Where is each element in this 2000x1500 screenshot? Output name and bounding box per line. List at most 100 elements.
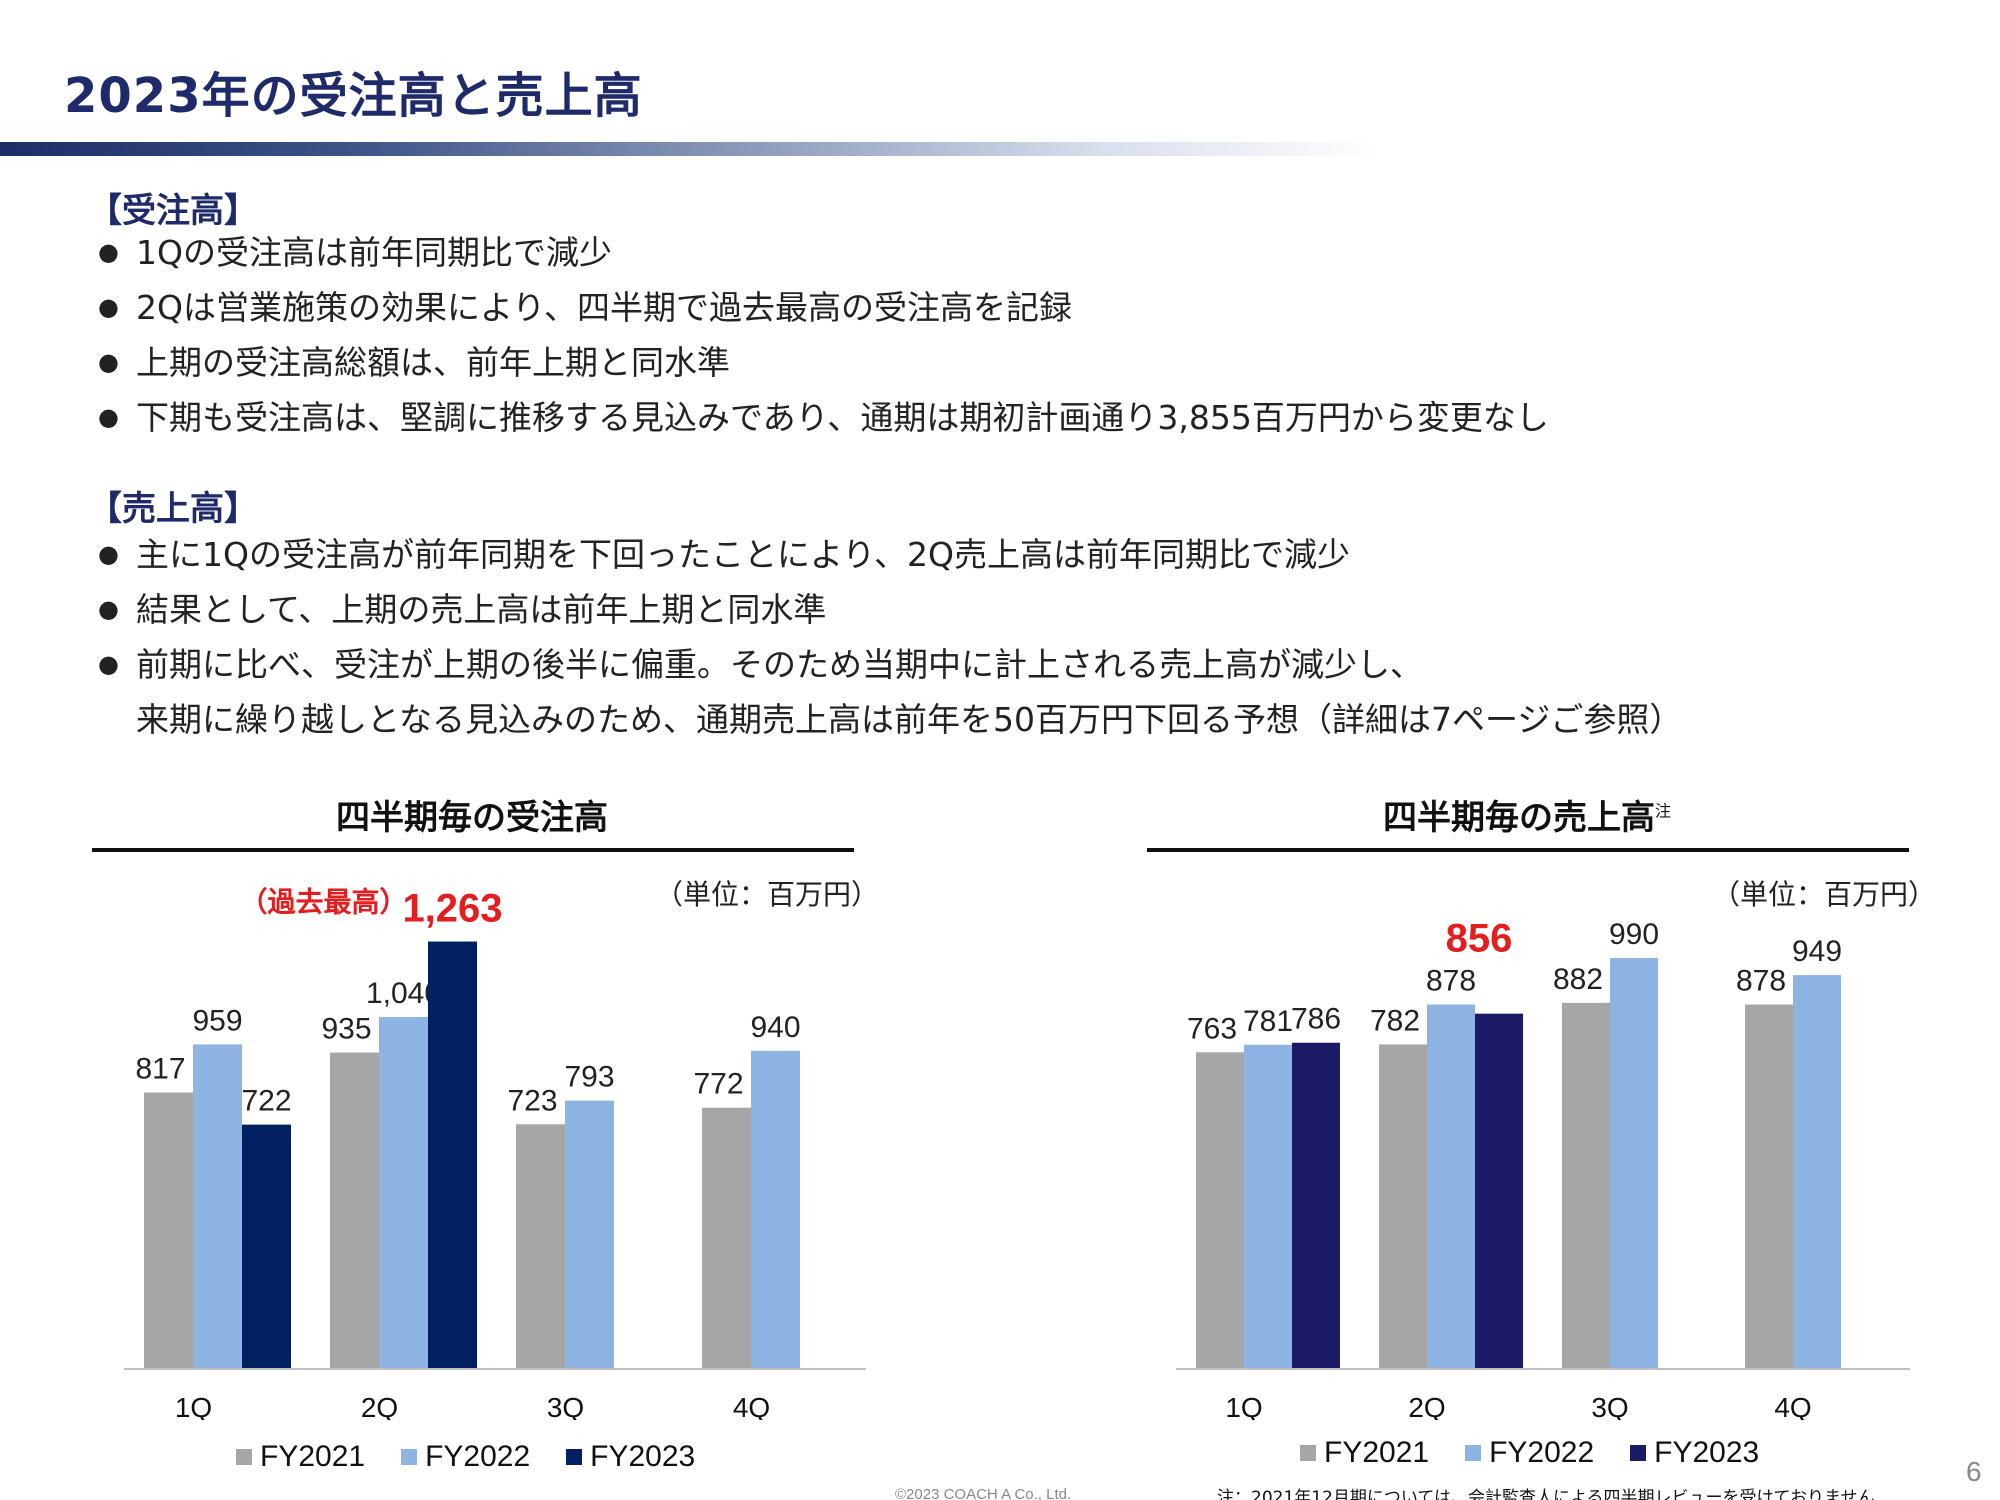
category-label-2q: 2Q xyxy=(1408,1392,1445,1420)
legend-label: FY2022 xyxy=(425,1440,531,1473)
bullet-dot-icon: ● xyxy=(98,348,119,376)
bullet-item: ● 下期も受注高は、堅調に推移する見込みであり、通期は期初計画通り3,855百万円… xyxy=(96,390,1549,445)
bar-fy2021-4q xyxy=(702,1107,751,1369)
data-label-fy2022-1q: 781 xyxy=(1243,1005,1293,1038)
bullet-item: ● 2Qは営業施策の効果により、四半期で過去最高の受注高を記録 xyxy=(96,280,1549,335)
legend-swatch xyxy=(401,1449,418,1465)
bullet-text: 上期の受注高総額は、前年上期と同水準 xyxy=(136,343,730,382)
data-label-fy2021-3q: 723 xyxy=(507,1084,557,1117)
legend-swatch xyxy=(1300,1445,1316,1461)
category-label-1q: 1Q xyxy=(175,1392,212,1420)
bullet-text: 下期も受注高は、堅調に推移する見込みであり、通期は期初計画通り3,855百万円か… xyxy=(136,398,1549,437)
orders-chart-title-text: 四半期毎の受注高 xyxy=(336,798,608,838)
bar-fy2021-1q xyxy=(144,1092,193,1369)
bullet-text: 1Qの受注高は前年同期比で減少 xyxy=(136,233,612,272)
data-label-fy2021-3q: 882 xyxy=(1553,963,1603,996)
data-label-fy2022-3q: 990 xyxy=(1609,918,1659,951)
sales-bullet-list: ● 主に1Qの受注高が前年同期を下回ったことにより、2Q売上高は前年同期比で減少 … xyxy=(96,527,1682,747)
orders-chart-title: 四半期毎の受注高 xyxy=(92,790,852,839)
bar-fy2023-1q xyxy=(1292,1042,1340,1369)
legend-swatch xyxy=(1465,1445,1482,1461)
data-label-fy2022-3q: 793 xyxy=(564,1061,614,1094)
bar-fy2023-1q xyxy=(242,1124,291,1369)
legend-label: FY2023 xyxy=(590,1440,696,1473)
bullet-item: ● 上期の受注高総額は、前年上期と同水準 xyxy=(96,335,1549,390)
data-label-fy2023-2q: 1,263 xyxy=(402,887,502,931)
bullet-dot-icon: ● xyxy=(98,238,119,266)
category-label-3q: 3Q xyxy=(1591,1392,1628,1420)
footnote-text: 注：2021年12月期については、会計監査人による四半期レビューを受けておりませ… xyxy=(1217,1488,1875,1500)
legend-swatch xyxy=(1630,1445,1647,1461)
sales-chart-rule xyxy=(1147,848,1909,852)
sales-chart-title-note: 注 xyxy=(1654,801,1671,821)
bullet-text: 2Qは営業施策の効果により、四半期で過去最高の受注高を記録 xyxy=(136,288,1072,327)
legend-item-fy2023: FY2023 xyxy=(1630,1436,1759,1470)
data-label-fy2023-1q: 786 xyxy=(1291,1003,1341,1036)
bullet-item: ● 結果として、上期の売上高は前年上期と同水準 xyxy=(96,582,1682,637)
bar-fy2021-2q xyxy=(330,1052,379,1369)
category-label-4q: 4Q xyxy=(733,1392,770,1420)
bar-fy2022-4q xyxy=(1793,975,1841,1369)
data-label-fy2021-2q: 935 xyxy=(321,1013,371,1046)
category-label-1q: 1Q xyxy=(1225,1392,1262,1420)
bullet-dot-icon: ● xyxy=(98,595,119,623)
legend-item-fy2021: FY2021 xyxy=(1300,1436,1429,1470)
bar-fy2022-4q xyxy=(751,1050,800,1369)
data-label-fy2021-4q: 772 xyxy=(693,1068,743,1101)
legend-item-fy2021: FY2021 xyxy=(236,1440,365,1474)
bullet-item: ● 主に1Qの受注高が前年同期を下回ったことにより、2Q売上高は前年同期比で減少 xyxy=(96,527,1682,582)
data-label-fy2021-1q: 763 xyxy=(1187,1012,1237,1045)
category-label-4q: 4Q xyxy=(1774,1392,1811,1420)
bullet-item: ● 前期に比べ、受注が上期の後半に偏重。そのため当期中に計上される売上高が減少し、… xyxy=(96,637,1682,747)
orders-heading: 【受注高】 xyxy=(88,191,258,231)
title-underline xyxy=(0,142,1380,156)
orders-chart-rule xyxy=(92,848,854,852)
orders-chart-unit: （単位：百万円） xyxy=(655,878,880,911)
bar-fy2022-2q xyxy=(379,1017,428,1369)
sales-chart-legend: FY2021 FY2022 FY2023 xyxy=(1300,1436,1759,1470)
bullet-text: 主に1Qの受注高が前年同期を下回ったことにより、2Q売上高は前年同期比で減少 xyxy=(136,535,1350,574)
bullet-dot-icon: ● xyxy=(98,650,119,678)
orders-bullet-list: ● 1Qの受注高は前年同期比で減少 ● 2Qは営業施策の効果により、四半期で過去最高… xyxy=(96,225,1549,445)
bar-fy2021-2q xyxy=(1379,1044,1427,1369)
legend-swatch xyxy=(236,1449,252,1465)
orders-chart-legend: FY2021 FY2022 FY2023 xyxy=(236,1440,695,1474)
legend-label: FY2021 xyxy=(1324,1436,1430,1469)
legend-swatch xyxy=(566,1449,583,1465)
legend-label: FY2022 xyxy=(1489,1436,1595,1469)
data-label-fy2023-1q: 722 xyxy=(241,1085,291,1118)
bullet-continuation: 来期に繰り越しとなる見込みのため、通期売上高は前年を50百万円下回る予想（詳細は… xyxy=(136,700,1683,739)
page-number: 6 xyxy=(1966,1456,1982,1487)
slide-title: 2023年の受注高と売上高 xyxy=(64,68,643,124)
category-label-3q: 3Q xyxy=(547,1392,584,1420)
bar-fy2022-1q xyxy=(1244,1044,1292,1369)
bullet-dot-icon: ● xyxy=(98,540,119,568)
data-label-fy2022-4q: 940 xyxy=(750,1011,800,1044)
sales-chart-title-text: 四半期毎の売上高 xyxy=(1382,798,1655,838)
bullet-text: 前期に比べ、受注が上期の後半に偏重。そのため当期中に計上される売上高が減少し、 xyxy=(136,645,1423,684)
bar-fy2021-1q xyxy=(1196,1052,1244,1369)
record-high-note: （過去最高） xyxy=(239,886,407,919)
legend-label: FY2021 xyxy=(260,1440,366,1473)
data-label-fy2022-2q: 878 xyxy=(1426,965,1476,998)
sales-chart-unit: （単位：百万円） xyxy=(1712,878,1937,911)
bullet-text: 結果として、上期の売上高は前年上期と同水準 xyxy=(136,590,827,629)
legend-item-fy2022: FY2022 xyxy=(401,1440,530,1474)
bullet-item: ● 1Qの受注高は前年同期比で減少 xyxy=(96,225,1549,280)
data-label-fy2022-1q: 959 xyxy=(192,1004,242,1037)
bar-fy2021-3q xyxy=(1562,1002,1610,1369)
legend-label: FY2023 xyxy=(1654,1436,1760,1469)
bar-fy2021-3q xyxy=(516,1124,565,1369)
bar-fy2023-2q xyxy=(1475,1013,1523,1369)
orders-bar-chart: 8179597221Q9351,0401,263（過去最高）2Q7237933Q… xyxy=(124,886,866,1420)
legend-item-fy2022: FY2022 xyxy=(1465,1436,1594,1470)
data-label-fy2022-4q: 949 xyxy=(1792,935,1842,968)
bar-fy2021-4q xyxy=(1745,1004,1793,1369)
sales-chart-title: 四半期毎の売上高注 xyxy=(1147,790,1907,839)
data-label-fy2021-1q: 817 xyxy=(135,1052,185,1085)
bar-fy2022-3q xyxy=(565,1100,614,1369)
bullet-dot-icon: ● xyxy=(98,403,119,431)
data-label-fy2021-4q: 878 xyxy=(1736,965,1786,998)
bar-fy2023-2q xyxy=(428,941,477,1369)
